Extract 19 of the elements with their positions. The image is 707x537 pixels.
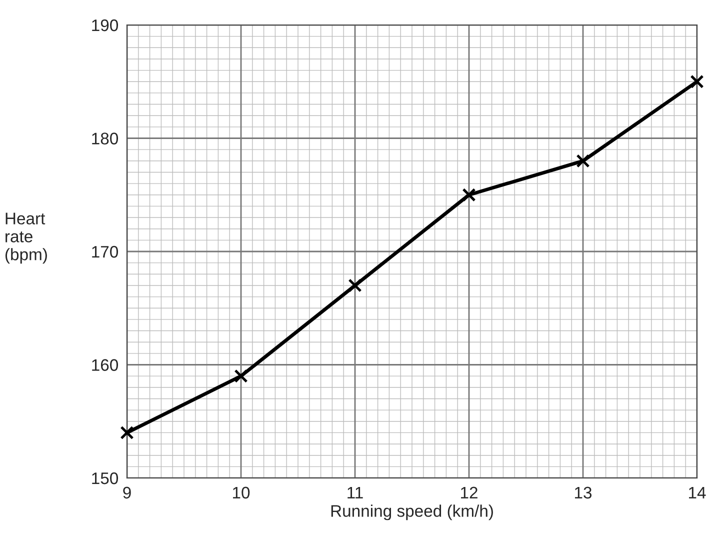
x-tick-label: 13 bbox=[575, 486, 592, 499]
x-tick-label: 14 bbox=[689, 486, 706, 498]
point bbox=[690, 74, 704, 88]
y-tick-label: 160 bbox=[92, 359, 118, 371]
x-axis-title: Running speed (km/h) bbox=[331, 504, 493, 520]
point bbox=[120, 426, 134, 440]
y-tick-label: 180 bbox=[92, 132, 118, 144]
y-tick-label: 170 bbox=[92, 246, 118, 258]
point bbox=[348, 278, 362, 292]
y-tick-label: 190 bbox=[92, 19, 118, 32]
x-tick-label: 11 bbox=[348, 486, 363, 498]
point bbox=[576, 154, 590, 168]
x-tick-label: 9 bbox=[123, 486, 131, 499]
y-tick-label: 150 bbox=[92, 472, 118, 484]
x-tick-label: 12 bbox=[461, 486, 478, 498]
point bbox=[462, 188, 476, 202]
x-tick-label: 10 bbox=[233, 486, 250, 499]
point bbox=[234, 369, 248, 383]
y-axis-title: Heart rate (bpm) bbox=[5, 212, 47, 264]
